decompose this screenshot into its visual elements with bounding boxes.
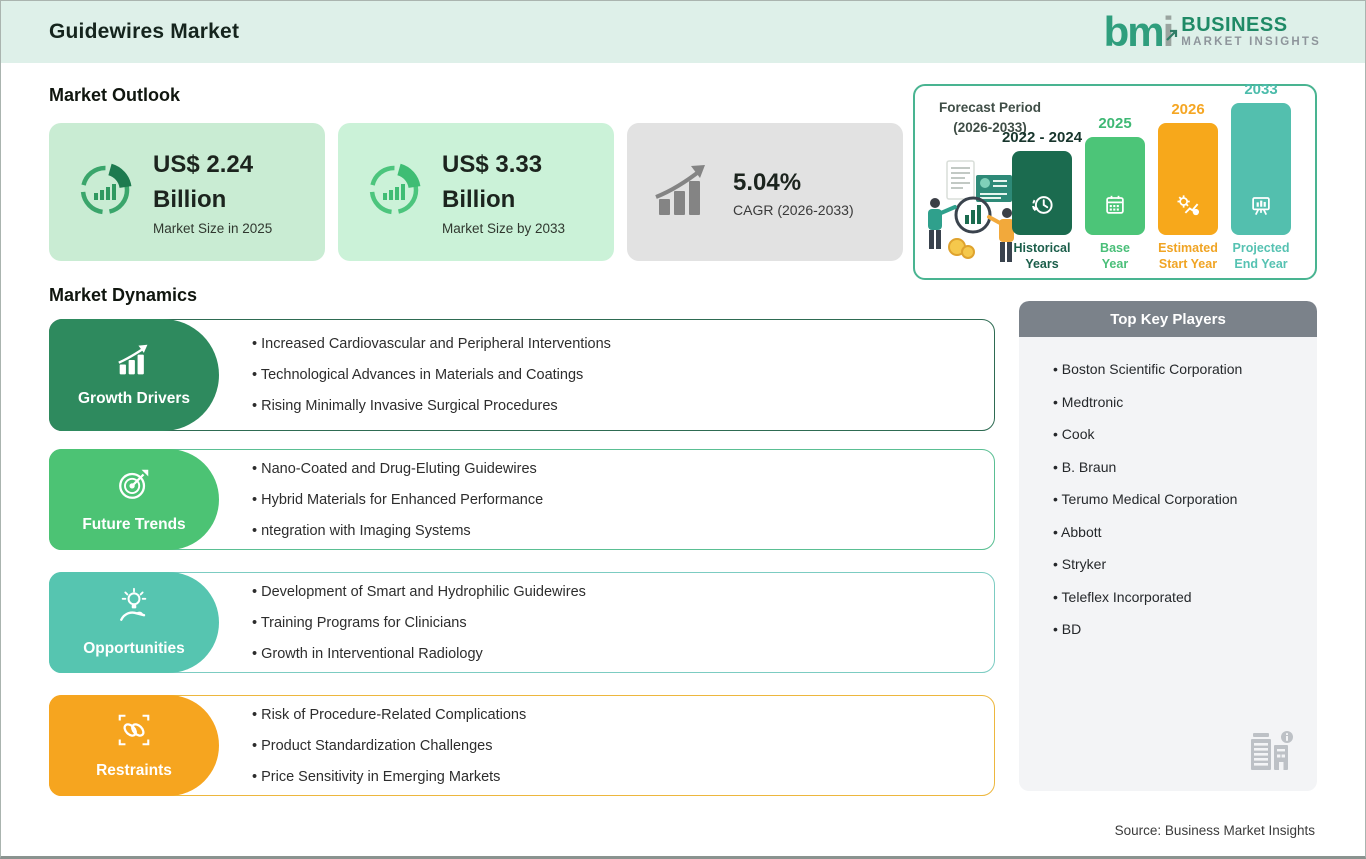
key-player-item: Medtronic — [1053, 394, 1307, 410]
base-year-value: 2025 — [1098, 115, 1132, 132]
presentation-chart-icon — [1247, 191, 1275, 235]
growth-arrow-icon — [651, 161, 717, 224]
page-title: Guidewires Market — [49, 20, 240, 43]
bullet-item: Rising Minimally Invasive Surgical Proce… — [252, 398, 611, 414]
estimated-start-year-value: 2026 — [1171, 101, 1205, 118]
growth-drivers-label: Growth Drivers — [78, 389, 190, 407]
market-size-2033-caption: Market Size by 2033 — [442, 220, 566, 236]
restraints-row: Restraints Risk of Procedure-Related Com… — [49, 695, 995, 796]
key-player-item: Terumo Medical Corporation — [1053, 491, 1307, 507]
growth-drivers-row: Growth Drivers Increased Cardiovascular … — [49, 319, 995, 431]
key-player-item: Boston Scientific Corporation — [1053, 361, 1307, 377]
key-player-item: B. Braun — [1053, 459, 1307, 475]
restraints-label: Restraints — [96, 762, 172, 779]
bullet-item: Growth in Interventional Radiology — [252, 646, 586, 662]
historical-years-bar: 2022 - 2024 Historical Years — [1002, 129, 1082, 273]
base-year-bar: 2025 Base Year — [1085, 115, 1145, 273]
donut-chart-icon — [73, 158, 137, 227]
bullet-item: ntegration with Imaging Systems — [252, 523, 543, 539]
header: Guidewires Market bmi BUSINESS MARKET IN… — [1, 1, 1365, 63]
opportunities-row: Opportunities Development of Smart and H… — [49, 572, 995, 673]
stat-cards: US$ 2.24 Billion Market Size in 2025 US$… — [49, 123, 903, 261]
opportunities-pill: Opportunities — [49, 572, 219, 673]
cagr-card: 5.04% CAGR (2026-2033) — [627, 123, 903, 261]
calendar-icon — [1101, 191, 1129, 235]
future-trends-bullets: Nano-Coated and Drug-Eluting Guidewires … — [252, 461, 543, 539]
bullet-item: Development of Smart and Hydrophilic Gui… — [252, 584, 586, 600]
logo-market-insights-label: MARKET INSIGHTS — [1181, 36, 1321, 49]
logo-text: BUSINESS MARKET INSIGHTS — [1181, 14, 1321, 49]
opportunities-label: Opportunities — [83, 640, 185, 657]
historical-years-range: 2022 - 2024 — [1001, 129, 1083, 146]
key-player-item: Abbott — [1053, 524, 1307, 540]
bullet-item: Training Programs for Clinicians — [252, 615, 586, 631]
bmi-logo-mark: bmi — [1104, 11, 1178, 53]
bullet-item: Risk of Procedure-Related Complications — [252, 707, 526, 723]
market-outlook-heading: Market Outlook — [49, 85, 181, 105]
growth-drivers-pill: Growth Drivers — [49, 319, 219, 431]
bar-chart-arrow-icon — [114, 343, 154, 382]
donut-chart-icon — [362, 158, 426, 227]
market-dynamics-heading: Market Dynamics — [49, 285, 198, 305]
market-size-2033-value: US$ 3.33 Billion — [442, 151, 543, 213]
projected-end-year-bar: 2033 Projected End Year — [1231, 81, 1291, 273]
gear-chart-icon — [1174, 191, 1202, 235]
chain-link-icon — [115, 711, 153, 754]
estimated-start-year-bar: 2026 Estimated Start Year — [1158, 101, 1218, 273]
estimated-start-year-label: Estimated Start Year — [1158, 241, 1218, 271]
logo-arrow-icon — [1165, 10, 1179, 46]
projected-end-year-label: Projected End Year — [1232, 241, 1290, 271]
restraints-bullets: Risk of Procedure-Related Complications … — [252, 707, 526, 785]
future-trends-label: Future Trends — [82, 516, 186, 533]
future-trends-pill: Future Trends — [49, 449, 219, 550]
forecast-period-panel: Forecast Period (2026-2033) — [913, 81, 1317, 280]
top-key-players-panel: Top Key Players Boston Scientific Corpor… — [1019, 301, 1317, 791]
key-player-item: Teleflex Incorporated — [1053, 589, 1307, 605]
market-size-2033-card: US$ 3.33 Billion Market Size by 2033 — [338, 123, 614, 261]
analysts-illustration — [921, 155, 1033, 274]
key-player-item: Stryker — [1053, 556, 1307, 572]
forecast-bars: 2022 - 2024 Historical Years — [1002, 81, 1305, 273]
history-clock-icon — [1028, 191, 1056, 235]
market-size-2025-value: US$ 2.24 Billion — [153, 151, 254, 213]
bullet-item: Hybrid Materials for Enhanced Performanc… — [252, 492, 543, 508]
bullet-item: Nano-Coated and Drug-Eluting Guidewires — [252, 461, 543, 477]
market-size-2025-caption: Market Size in 2025 — [153, 220, 273, 236]
bmi-logo: bmi BUSINESS MARKET INSIGHTS — [1104, 11, 1321, 53]
growth-drivers-bullets: Increased Cardiovascular and Peripheral … — [252, 336, 611, 414]
bullet-item: Price Sensitivity in Emerging Markets — [252, 769, 526, 785]
key-players-list: Boston Scientific Corporation Medtronic … — [1019, 337, 1317, 637]
buildings-icon — [1247, 728, 1297, 779]
opportunities-bullets: Development of Smart and Hydrophilic Gui… — [252, 584, 586, 662]
bullet-item: Product Standardization Challenges — [252, 738, 526, 754]
cagr-value: 5.04% — [733, 169, 802, 197]
logo-mark-gray: i — [1162, 8, 1175, 55]
forecast-period-title: Forecast Period (2026-2033) — [938, 100, 1042, 136]
logo-business-label: BUSINESS — [1181, 14, 1288, 37]
target-dart-icon — [115, 465, 153, 508]
market-size-2025-card: US$ 2.24 Billion Market Size in 2025 — [49, 123, 325, 261]
historical-years-label: Historical Years — [1013, 241, 1071, 271]
base-year-label: Base Year — [1100, 241, 1130, 271]
bullet-item: Increased Cardiovascular and Peripheral … — [252, 336, 611, 352]
restraints-pill: Restraints — [49, 695, 219, 796]
top-key-players-heading: Top Key Players — [1019, 301, 1317, 337]
projected-end-year-value: 2033 — [1244, 81, 1278, 98]
bullet-item: Technological Advances in Materials and … — [252, 367, 611, 383]
idea-hand-icon — [114, 587, 154, 632]
logo-mark-green: bm — [1103, 8, 1165, 55]
cagr-caption: CAGR (2026-2033) — [733, 201, 854, 218]
key-player-item: BD — [1053, 621, 1307, 637]
key-player-item: Cook — [1053, 426, 1307, 442]
source-note: Source: Business Market Insights — [1114, 823, 1315, 838]
future-trends-row: Future Trends Nano-Coated and Drug-Eluti… — [49, 449, 995, 550]
